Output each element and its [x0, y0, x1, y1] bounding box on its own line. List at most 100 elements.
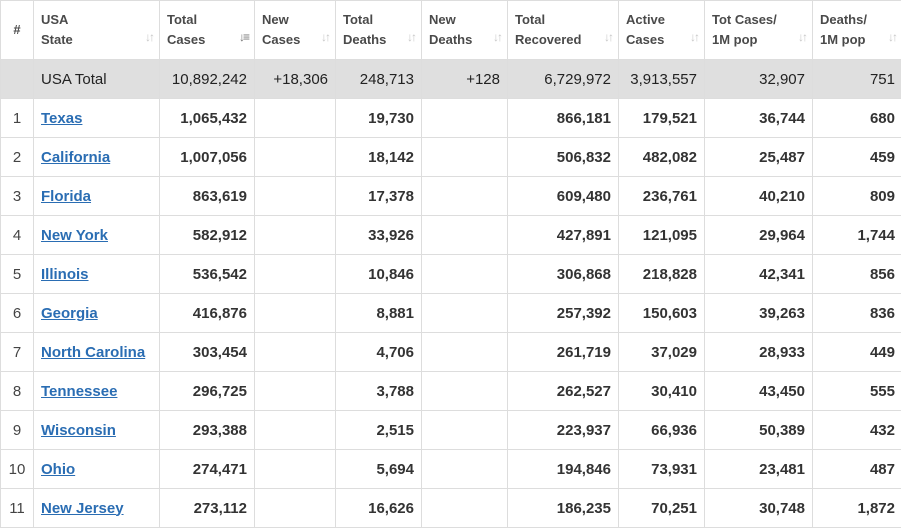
state-link[interactable]: Texas: [41, 110, 82, 127]
row-number: 5: [1, 255, 34, 294]
cell-tot-cases-per-1m: 30,748: [705, 489, 813, 528]
cell-new-deaths: [422, 255, 508, 294]
cell-total-deaths: 8,881: [336, 294, 422, 333]
cell-new-deaths: [422, 177, 508, 216]
header-tot-cases-per-1m-line2: 1M pop: [712, 32, 758, 47]
cell-total-cases: 863,619: [160, 177, 255, 216]
cell-new-deaths: [422, 411, 508, 450]
cell-active-cases: 73,931: [619, 450, 705, 489]
header-active-cases-line2: Cases: [626, 32, 664, 47]
row-number: 8: [1, 372, 34, 411]
sort-desc-icon[interactable]: ↓≡: [239, 27, 248, 47]
row-number: 9: [1, 411, 34, 450]
cell-deaths-per-1m: 449: [813, 333, 901, 372]
header-new-deaths-line1: New: [429, 12, 456, 27]
cell-total-cases: 273,112: [160, 489, 255, 528]
row-number: 6: [1, 294, 34, 333]
sort-icon[interactable]: ↓↑: [493, 27, 501, 47]
state-link[interactable]: Georgia: [41, 305, 98, 322]
cell-total-deaths: 10,846: [336, 255, 422, 294]
cell-total-cases: 536,542: [160, 255, 255, 294]
sort-icon[interactable]: ↓↑: [145, 27, 153, 47]
state-cell: Tennessee: [34, 372, 160, 411]
state-link[interactable]: Illinois: [41, 266, 89, 283]
cell-total-deaths: 4,706: [336, 333, 422, 372]
cell-deaths-per-1m: 487: [813, 450, 901, 489]
cell-total-recovered: 506,832: [508, 138, 619, 177]
cell-tot-cases-per-1m: 42,341: [705, 255, 813, 294]
header-tot-cases-per-1m[interactable]: Tot Cases/1M pop ↓↑: [705, 1, 813, 60]
state-link[interactable]: Ohio: [41, 461, 75, 478]
cell-total-recovered: 257,392: [508, 294, 619, 333]
row-number: 1: [1, 99, 34, 138]
state-link[interactable]: Tennessee: [41, 383, 117, 400]
sort-icon[interactable]: ↓↑: [690, 27, 698, 47]
state-link[interactable]: Wisconsin: [41, 422, 116, 439]
cell-active-cases: 218,828: [619, 255, 705, 294]
cell-active-cases: 70,251: [619, 489, 705, 528]
state-cell: Wisconsin: [34, 411, 160, 450]
row-number: 7: [1, 333, 34, 372]
state-link[interactable]: Florida: [41, 188, 91, 205]
header-deaths-per-1m[interactable]: Deaths/1M pop ↓↑: [813, 1, 901, 60]
header-total-cases-line1: Total: [167, 12, 197, 27]
header-num[interactable]: #: [1, 1, 34, 60]
state-cell: Ohio: [34, 450, 160, 489]
sort-icon[interactable]: ↓↑: [407, 27, 415, 47]
total-num: [1, 60, 34, 99]
state-link[interactable]: North Carolina: [41, 344, 145, 361]
cell-active-cases: 30,410: [619, 372, 705, 411]
row-number: 11: [1, 489, 34, 528]
cell-total-recovered: 261,719: [508, 333, 619, 372]
cell-total-deaths: 18,142: [336, 138, 422, 177]
cell-total-deaths: 19,730: [336, 99, 422, 138]
total-new-deaths: +128: [422, 60, 508, 99]
sort-icon[interactable]: ↓↑: [798, 27, 806, 47]
cell-active-cases: 482,082: [619, 138, 705, 177]
sort-icon[interactable]: ↓↑: [321, 27, 329, 47]
header-total-recovered-line1: Total: [515, 12, 545, 27]
sort-icon[interactable]: ↓↑: [888, 27, 896, 47]
cell-tot-cases-per-1m: 43,450: [705, 372, 813, 411]
cell-new-deaths: [422, 450, 508, 489]
cell-active-cases: 121,095: [619, 216, 705, 255]
header-tot-cases-per-1m-line1: Tot Cases/: [712, 12, 777, 27]
header-deaths-per-1m-line2: 1M pop: [820, 32, 866, 47]
cell-new-deaths: [422, 333, 508, 372]
cell-tot-cases-per-1m: 40,210: [705, 177, 813, 216]
header-state-line2: State: [41, 32, 73, 47]
cell-new-cases: [255, 177, 336, 216]
cell-tot-cases-per-1m: 25,487: [705, 138, 813, 177]
total-new-cases: +18,306: [255, 60, 336, 99]
state-link[interactable]: New Jersey: [41, 500, 124, 517]
cell-tot-cases-per-1m: 23,481: [705, 450, 813, 489]
cell-total-cases: 296,725: [160, 372, 255, 411]
state-link[interactable]: New York: [41, 227, 108, 244]
total-total-deaths: 248,713: [336, 60, 422, 99]
cell-deaths-per-1m: 432: [813, 411, 901, 450]
cell-new-cases: [255, 372, 336, 411]
row-number: 4: [1, 216, 34, 255]
sort-icon[interactable]: ↓↑: [604, 27, 612, 47]
cell-total-recovered: 427,891: [508, 216, 619, 255]
header-num-label: #: [13, 22, 20, 37]
cell-total-deaths: 2,515: [336, 411, 422, 450]
cell-active-cases: 236,761: [619, 177, 705, 216]
total-tot-cases-per-1m: 32,907: [705, 60, 813, 99]
cell-new-cases: [255, 138, 336, 177]
cell-new-cases: [255, 99, 336, 138]
state-link[interactable]: California: [41, 149, 110, 166]
